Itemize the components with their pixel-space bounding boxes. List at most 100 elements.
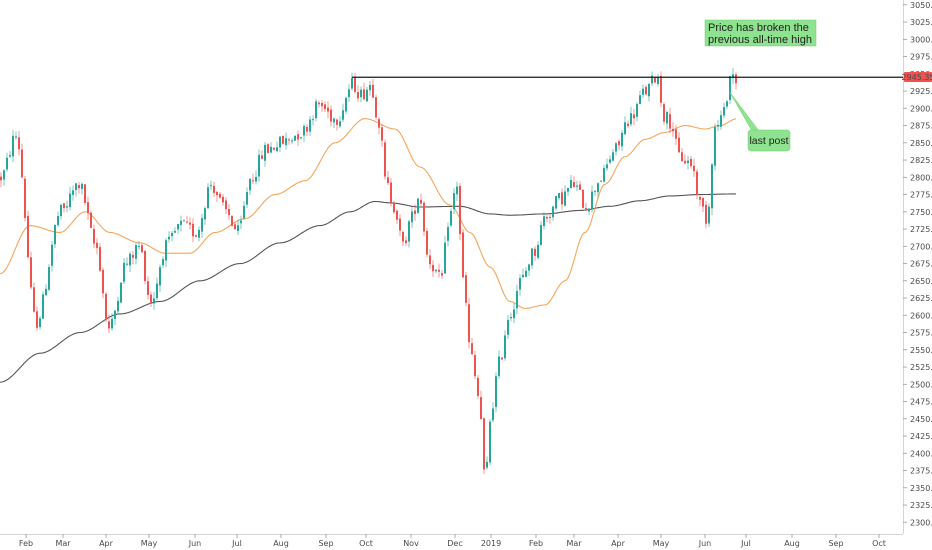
- candle-body: [267, 144, 269, 153]
- candle-body: [609, 159, 611, 163]
- candle-body: [60, 204, 62, 217]
- candle-body: [564, 191, 566, 206]
- candle-body: [288, 139, 290, 141]
- candle-body: [561, 192, 563, 205]
- candle-body: [672, 128, 674, 132]
- candle-body: [45, 288, 47, 296]
- candle-body: [699, 196, 701, 200]
- candle-body: [36, 311, 38, 328]
- candle-body: [357, 92, 359, 99]
- price-tick-label: 2975.00: [910, 53, 932, 62]
- candle-body: [420, 199, 422, 204]
- candle-body: [195, 235, 197, 237]
- candle-body: [339, 121, 341, 127]
- time-tick-label: Nov: [403, 539, 419, 548]
- candle-body: [306, 126, 308, 132]
- candle-body: [6, 157, 8, 170]
- candle-body: [726, 101, 728, 107]
- candle-body: [543, 216, 545, 227]
- price-tick-label: 2325.00: [910, 501, 932, 510]
- callout-all-time-high[interactable]: Price has broken the previous all-time h…: [704, 19, 817, 47]
- candle-body: [189, 222, 191, 225]
- candle-body: [624, 122, 626, 135]
- candle-body: [363, 89, 365, 100]
- candle-body: [261, 155, 263, 159]
- candle-body: [627, 123, 629, 127]
- price-tick-label: 2400.00: [910, 449, 932, 458]
- candle-body: [12, 135, 14, 157]
- candle-body: [597, 183, 599, 193]
- price-axis[interactable]: 2300.00 2325.00 2350.00 2375.00 2400.00 2425.…: [903, 1, 932, 527]
- candle-body: [126, 263, 128, 265]
- candle-body: [111, 318, 113, 329]
- price-tick-label: 2850.00: [910, 139, 932, 148]
- price-tick-label: 2750.00: [910, 208, 932, 217]
- candle-body: [351, 78, 353, 89]
- candle-body: [519, 277, 521, 290]
- time-tick-label: Apr: [611, 539, 626, 548]
- candle-body: [411, 211, 413, 223]
- candle-body: [201, 218, 203, 232]
- candle-body: [558, 193, 560, 198]
- candle-body: [525, 270, 527, 277]
- candle-body: [48, 267, 50, 290]
- ma-long-layer: [0, 193, 736, 383]
- candle-body: [162, 259, 164, 266]
- candle-body: [573, 181, 575, 187]
- candle-body: [696, 171, 698, 196]
- candle-body: [639, 95, 641, 105]
- candle-body: [237, 225, 239, 231]
- candle-body: [555, 196, 557, 209]
- candle-body: [345, 97, 347, 112]
- candle-body: [585, 207, 587, 210]
- candle-body: [102, 269, 104, 294]
- candle-body: [294, 135, 296, 141]
- candle-body: [348, 89, 350, 98]
- candle-body: [318, 102, 320, 105]
- price-tick-label: 2800.00: [910, 173, 932, 182]
- candle-body: [450, 210, 452, 226]
- candle-body: [384, 142, 386, 177]
- candle-body: [522, 274, 524, 278]
- candle-body: [39, 318, 41, 328]
- candle-body: [192, 223, 194, 237]
- time-axis[interactable]: Feb Mar Apr May Jun Jul Aug Sep Oct Nov Dec 2019 Feb…: [19, 534, 886, 548]
- price-tick-label: 2900.00: [910, 104, 932, 113]
- candle-body: [444, 242, 446, 274]
- price-tick-label: 2925.00: [910, 87, 932, 96]
- price-tick-label: 2525.00: [910, 363, 932, 372]
- price-tick-label: 2375.00: [910, 467, 932, 476]
- candle-body: [333, 118, 335, 123]
- candle-body: [174, 230, 176, 233]
- candle-body: [222, 196, 224, 203]
- candle-body: [309, 119, 311, 132]
- candle-body: [636, 103, 638, 117]
- price-tick-label: 3025.00: [910, 18, 932, 27]
- candle-body: [30, 257, 32, 288]
- candle-body: [246, 191, 248, 205]
- candle-body: [711, 164, 713, 209]
- candle-body: [270, 146, 272, 153]
- candle-body: [312, 119, 314, 121]
- candle-body: [186, 221, 188, 223]
- candle-body: [369, 84, 371, 91]
- time-tick-label: Apr: [99, 539, 114, 548]
- callout-last-post[interactable]: last post: [728, 90, 791, 152]
- candle-body: [630, 113, 632, 125]
- candle-body: [615, 143, 617, 152]
- candle-body: [213, 185, 215, 193]
- candle-body: [141, 245, 143, 253]
- candle-body: [489, 421, 491, 463]
- candle-body: [606, 164, 608, 169]
- candle-body: [0, 176, 2, 181]
- price-tick-label: 3050.00: [910, 1, 932, 10]
- candle-body: [423, 202, 425, 232]
- candle-body: [150, 294, 152, 304]
- candle-body: [144, 251, 146, 282]
- candle-body: [456, 186, 458, 195]
- candle-body: [330, 109, 332, 122]
- candle-body: [432, 264, 434, 272]
- candle-body: [693, 165, 695, 172]
- candle-body: [453, 193, 455, 210]
